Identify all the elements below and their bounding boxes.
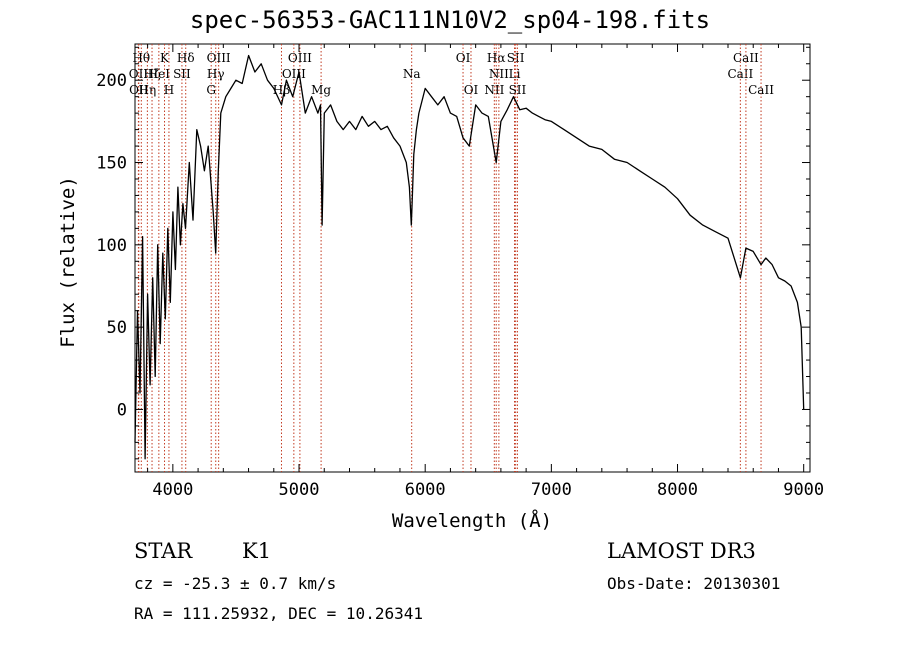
line-marker-label: SII <box>509 83 527 97</box>
x-tick-label: 6000 <box>405 480 446 500</box>
object-class: STAR <box>134 539 193 563</box>
line-marker-label: Hθ <box>132 51 150 65</box>
chart-title: spec-56353-GAC111N10V2_sp04-198.fits <box>189 6 711 34</box>
line-marker-label: NII <box>484 83 504 97</box>
line-marker-label: OIII <box>288 51 312 65</box>
line-marker-label: HeI <box>148 67 171 81</box>
y-tick-label: 200 <box>96 71 127 91</box>
line-marker-label: Hγ <box>207 67 225 81</box>
y-tick-label: 0 <box>117 400 127 420</box>
spectrum-line <box>134 54 805 460</box>
line-marker-label: H <box>164 83 174 97</box>
object-subclass: K1 <box>242 539 272 563</box>
line-marker-label: Hδ <box>177 51 195 65</box>
x-tick-label: 7000 <box>531 480 572 500</box>
line-marker-label: OII <box>129 67 149 81</box>
observation-date: Obs-Date: 20130301 <box>607 574 781 593</box>
y-tick-label: 50 <box>107 318 127 338</box>
y-axis-label: Flux (relative) <box>57 176 79 348</box>
line-marker-label: OI <box>464 83 479 97</box>
line-marker-label: OIII <box>207 51 231 65</box>
y-tick-label: 150 <box>96 154 127 174</box>
x-tick-label: 9000 <box>783 480 824 500</box>
line-marker-label: SII <box>507 51 525 65</box>
survey-name: LAMOST DR3 <box>607 539 756 563</box>
line-marker-label: Li <box>509 67 521 81</box>
line-marker-label: Mg <box>311 83 331 97</box>
x-axis-label: Wavelength (Å) <box>391 510 553 532</box>
x-tick-label: 5000 <box>279 480 320 500</box>
line-marker-label: Na <box>403 67 421 81</box>
plot-frame <box>134 43 811 473</box>
line-marker-label: OII <box>129 83 149 97</box>
line-marker-label: Hα <box>487 51 506 65</box>
emission-line-markers: HθOIIOIIHηHζHeIKHSIIHδGHγOIIIHβOIIIOIIIM… <box>129 44 774 472</box>
redshift-cz: cz = -25.3 ± 0.7 km/s <box>134 574 337 593</box>
x-tick-label: 4000 <box>152 480 193 500</box>
line-marker-label: CaII <box>733 51 759 65</box>
y-tick-label: 100 <box>96 236 127 256</box>
line-marker-label: Hβ <box>273 83 290 97</box>
line-marker-label: NII <box>489 67 509 81</box>
line-marker-label: Hζ <box>144 67 161 81</box>
line-marker-label: CaII <box>727 67 753 81</box>
line-marker-label: K <box>160 51 170 65</box>
line-marker-label: SII <box>173 67 191 81</box>
line-marker-label: OI <box>456 51 471 65</box>
x-tick-label: 8000 <box>657 480 698 500</box>
line-marker-label: Hη <box>139 83 157 97</box>
line-marker-label: G <box>206 83 216 97</box>
coordinates: RA = 111.25932, DEC = 10.26341 <box>134 604 423 623</box>
line-marker-label: OIII <box>282 67 306 81</box>
line-marker-label: CaII <box>748 83 774 97</box>
